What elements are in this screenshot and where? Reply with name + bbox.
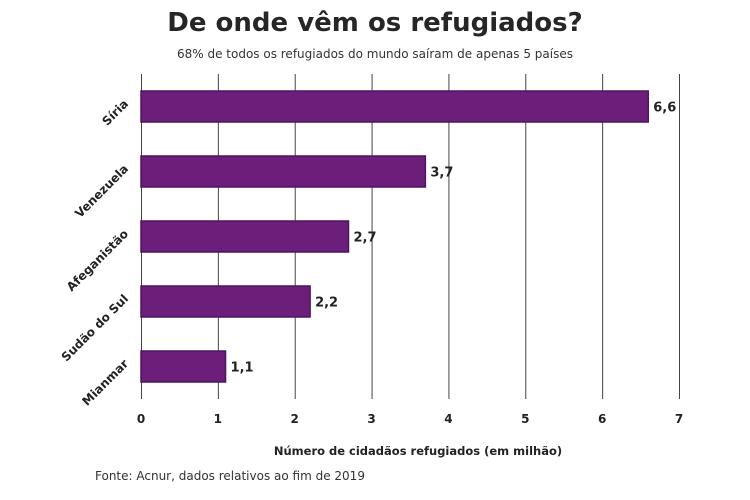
x-tick-label: 3: [367, 412, 375, 426]
x-tick-label: 1: [214, 412, 222, 426]
x-tick-label: 4: [444, 412, 452, 426]
x-tick-label: 2: [291, 412, 299, 426]
x-tick-label: 5: [521, 412, 529, 426]
bar: [140, 285, 311, 318]
category-label: Síria: [99, 97, 131, 129]
bar: [140, 155, 427, 188]
data-label: 1,1: [231, 361, 254, 376]
bar: [140, 350, 227, 383]
data-label: 6,6: [653, 101, 676, 116]
category-label: Sudão do Sul: [59, 292, 132, 365]
x-axis-label: Número de cidadãos refugiados (em milhão…: [274, 444, 562, 458]
data-label: 2,7: [354, 231, 377, 246]
bar: [140, 90, 650, 123]
source-note: Fonte: Acnur, dados relativos ao fim de …: [95, 469, 365, 483]
category-label: Mianmar: [79, 357, 131, 409]
chart-subtitle: 68% de todos os refugiados do mundo saír…: [176, 47, 573, 61]
bar: [140, 220, 350, 253]
data-label: 3,7: [430, 166, 453, 181]
x-tick-label: 6: [598, 412, 606, 426]
chart-title: De onde vêm os refugiados?: [167, 8, 583, 38]
x-tick-label: 0: [137, 412, 145, 426]
x-tick-label: 7: [675, 412, 683, 426]
category-label: Venezuela: [72, 162, 131, 221]
category-label: Afeganistão: [64, 227, 131, 294]
data-label: 2,2: [315, 296, 338, 311]
